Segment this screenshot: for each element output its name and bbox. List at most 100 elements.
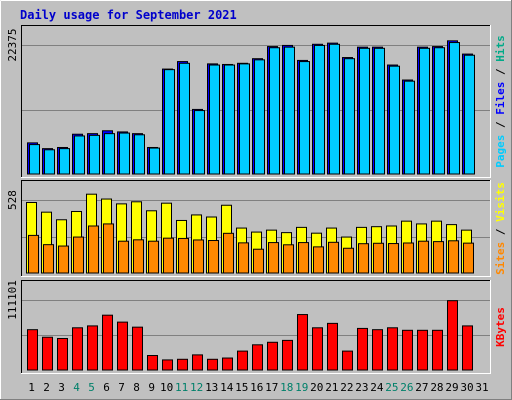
x-tick-label-28: 28 bbox=[430, 381, 443, 394]
bar-hits-pages-5 bbox=[89, 134, 100, 175]
x-tick-label-9: 9 bbox=[148, 381, 155, 394]
x-tick-label-16: 16 bbox=[250, 381, 263, 394]
bar-visits-sites-17 bbox=[268, 242, 279, 274]
bar-kbytes-kbytes-14 bbox=[222, 357, 233, 371]
bar-visits-sites-7 bbox=[118, 240, 129, 274]
bar-visits-sites-22 bbox=[343, 247, 354, 274]
bar-kbytes-kbytes-24 bbox=[372, 329, 383, 371]
bar-hits-pages-17 bbox=[269, 47, 280, 175]
x-tick-label-14: 14 bbox=[220, 381, 234, 394]
bar-visits-sites-1 bbox=[28, 234, 39, 274]
x-tick-label-21: 21 bbox=[325, 381, 338, 394]
bar-hits-pages-15 bbox=[239, 63, 250, 175]
bar-kbytes-kbytes-1 bbox=[27, 329, 38, 371]
bar-kbytes-kbytes-18 bbox=[282, 339, 293, 371]
y-max-label-visits: 528 bbox=[6, 190, 19, 210]
bar-kbytes-kbytes-13 bbox=[207, 358, 218, 371]
bar-visits-sites-4 bbox=[73, 236, 84, 274]
x-tick-label-30: 30 bbox=[460, 381, 473, 394]
bar-visits-sites-19 bbox=[298, 242, 309, 274]
bar-hits-pages-23 bbox=[359, 47, 370, 175]
series-legend-hits: Pages / Files / Hits bbox=[494, 35, 507, 168]
bar-hits-pages-2 bbox=[44, 149, 55, 175]
x-tick-label-25: 25 bbox=[385, 381, 398, 394]
legend-part-visits-0: Sites bbox=[494, 242, 507, 275]
x-tick-label-23: 23 bbox=[355, 381, 368, 394]
x-tick-label-17: 17 bbox=[265, 381, 278, 394]
bar-visits-sites-11 bbox=[178, 237, 189, 274]
bar-hits-pages-16 bbox=[254, 59, 265, 175]
bar-kbytes-kbytes-29 bbox=[447, 300, 458, 371]
bar-kbytes-kbytes-23 bbox=[357, 327, 368, 371]
bar-visits-sites-15 bbox=[238, 242, 249, 274]
legend-part-hits-3: / bbox=[494, 62, 507, 82]
x-tick-label-18: 18 bbox=[280, 381, 293, 394]
bar-hits-pages-6 bbox=[104, 133, 115, 175]
legend-part-visits-1: / bbox=[494, 222, 507, 242]
bar-hits-pages-25 bbox=[389, 65, 400, 175]
bar-visits-sites-23 bbox=[358, 243, 369, 274]
chart-title: Daily usage for September 2021 bbox=[20, 8, 237, 22]
bar-hits-pages-7 bbox=[119, 132, 130, 175]
bar-kbytes-kbytes-21 bbox=[327, 322, 338, 371]
bar-kbytes-kbytes-19 bbox=[297, 314, 308, 371]
bar-visits-sites-13 bbox=[208, 240, 219, 274]
bar-visits-sites-27 bbox=[418, 240, 429, 274]
bar-visits-sites-18 bbox=[283, 244, 294, 274]
series-legend-visits: Sites / Visits bbox=[494, 182, 507, 275]
bar-hits-pages-18 bbox=[284, 46, 295, 175]
bar-kbytes-kbytes-10 bbox=[162, 359, 173, 371]
x-tick-label-15: 15 bbox=[235, 381, 248, 394]
x-tick-label-24: 24 bbox=[370, 381, 384, 394]
bar-kbytes-kbytes-25 bbox=[387, 327, 398, 371]
bar-hits-pages-26 bbox=[404, 80, 415, 175]
bar-hits-pages-21 bbox=[329, 43, 340, 175]
y-max-label-kbytes: 111101 bbox=[6, 280, 19, 320]
bar-visits-sites-24 bbox=[373, 242, 384, 274]
bar-visits-sites-9 bbox=[148, 240, 159, 274]
x-tick-label-13: 13 bbox=[205, 381, 218, 394]
bar-kbytes-kbytes-7 bbox=[117, 321, 128, 371]
bar-kbytes-kbytes-27 bbox=[417, 329, 428, 371]
bar-kbytes-kbytes-17 bbox=[267, 341, 278, 371]
bar-hits-pages-24 bbox=[374, 47, 385, 175]
bar-hits-pages-20 bbox=[314, 44, 325, 175]
bar-hits-pages-10 bbox=[164, 69, 175, 175]
panel-visits: 528 Sites / Visits bbox=[6, 180, 507, 277]
chart-panels: 22375 Pages / Files / Hits 528 Sites / Visi… bbox=[6, 25, 507, 374]
x-tick-label-19: 19 bbox=[295, 381, 308, 394]
bar-visits-sites-2 bbox=[43, 244, 54, 274]
panel-kbytes: 111101 KBytes bbox=[6, 280, 507, 374]
bar-visits-sites-10 bbox=[163, 237, 174, 274]
bar-hits-pages-1 bbox=[29, 144, 40, 175]
bar-kbytes-kbytes-6 bbox=[102, 314, 113, 371]
x-tick-label-27: 27 bbox=[415, 381, 428, 394]
bar-hits-pages-19 bbox=[299, 61, 310, 175]
bar-kbytes-kbytes-26 bbox=[402, 329, 413, 371]
x-tick-label-7: 7 bbox=[118, 381, 125, 394]
x-tick-label-3: 3 bbox=[58, 381, 65, 394]
bar-visits-sites-14 bbox=[223, 232, 234, 274]
x-tick-label-8: 8 bbox=[133, 381, 140, 394]
bar-kbytes-kbytes-16 bbox=[252, 344, 263, 371]
x-axis-ticks: 1 2 3 4 5 6 7 8 9 10 11 12 13 14 15 16 17 18 19 20 21 22 23 24 2… bbox=[28, 381, 488, 394]
bar-kbytes-kbytes-8 bbox=[132, 326, 143, 371]
bar-visits-sites-20 bbox=[313, 246, 324, 274]
bar-hits-pages-3 bbox=[59, 148, 70, 175]
bar-hits-pages-8 bbox=[134, 134, 145, 175]
bar-visits-sites-8 bbox=[133, 239, 144, 274]
x-tick-label-20: 20 bbox=[310, 381, 323, 394]
bar-visits-sites-21 bbox=[328, 241, 339, 274]
bar-hits-pages-28 bbox=[434, 47, 445, 175]
legend-part-visits-2: Visits bbox=[494, 182, 507, 222]
legend-part-hits-2: Files bbox=[494, 82, 507, 115]
x-tick-label-12: 12 bbox=[190, 381, 203, 394]
x-tick-label-4: 4 bbox=[73, 381, 80, 394]
legend-part-hits-0: Pages bbox=[494, 135, 507, 168]
bar-hits-pages-9 bbox=[149, 147, 160, 175]
bar-visits-sites-25 bbox=[388, 243, 399, 274]
bar-kbytes-kbytes-2 bbox=[42, 336, 53, 371]
panel-hits: 22375 Pages / Files / Hits bbox=[6, 25, 507, 178]
bar-visits-sites-30 bbox=[463, 242, 474, 274]
